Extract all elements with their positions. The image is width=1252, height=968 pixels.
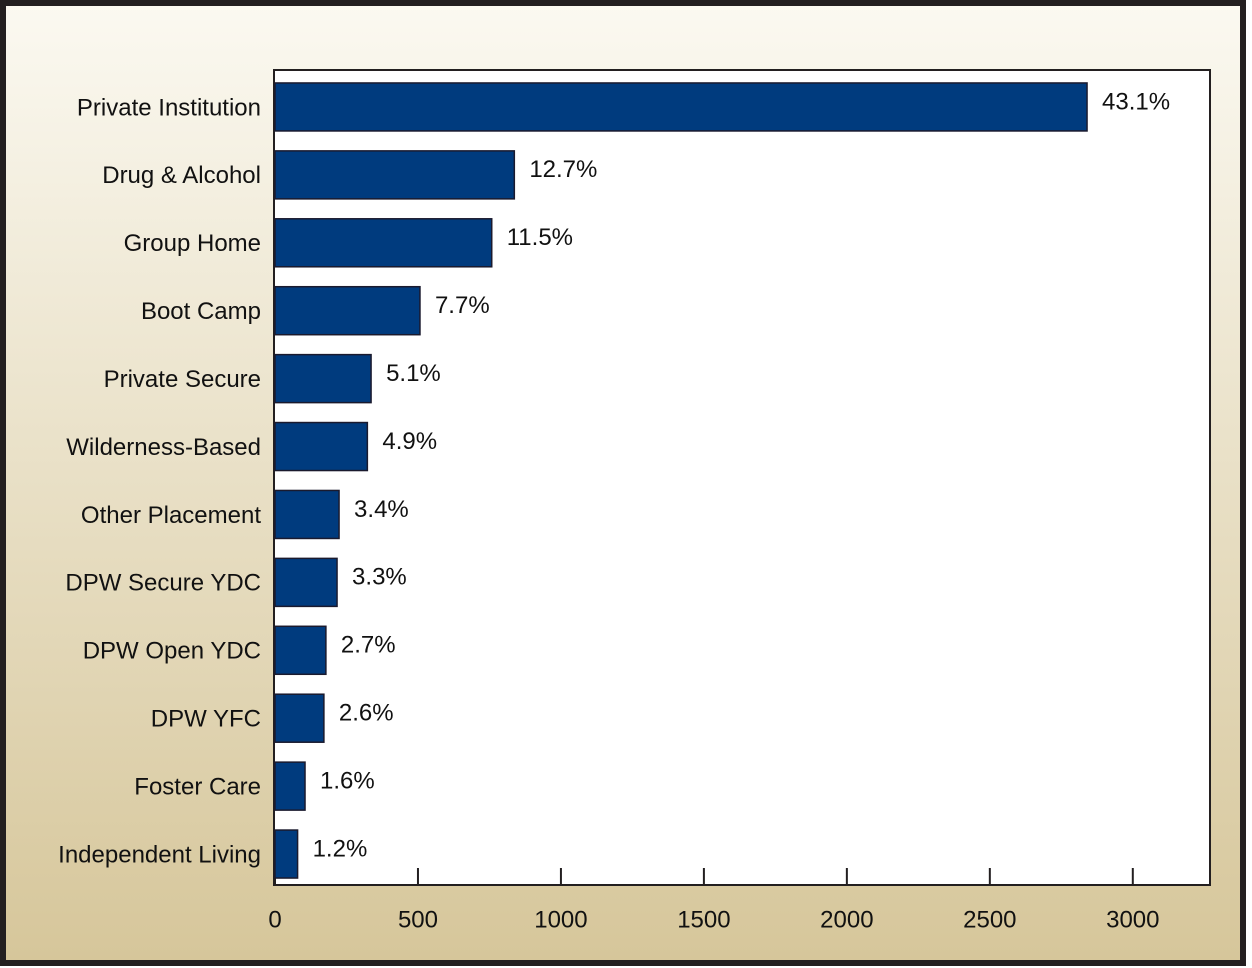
data-label: 5.1% [386, 360, 441, 387]
y-tick-label: Independent Living [58, 841, 261, 868]
data-label: 7.7% [435, 292, 490, 319]
bar [274, 82, 1088, 132]
y-tick-label: Wilderness-Based [66, 434, 261, 461]
bar [274, 150, 516, 200]
data-label: 2.7% [341, 632, 396, 659]
bar [274, 625, 327, 676]
bar [274, 829, 299, 879]
data-label: 3.4% [354, 496, 409, 523]
y-tick-label: DPW Secure YDC [65, 570, 261, 597]
bar [274, 489, 340, 540]
data-label: 1.2% [313, 835, 368, 862]
x-tick-label: 2000 [820, 906, 873, 933]
bar [274, 353, 372, 404]
y-tick-label: DPW YFC [151, 706, 261, 733]
y-tick-label: Group Home [124, 230, 261, 257]
x-tick-label: 0 [268, 906, 281, 933]
y-tick-label: Boot Camp [141, 298, 261, 325]
data-label: 2.6% [339, 700, 394, 727]
bar [274, 218, 493, 268]
y-tick-label: DPW Open YDC [83, 638, 261, 665]
bar [274, 421, 369, 472]
plot-area [273, 69, 1211, 886]
x-tick-label: 500 [398, 906, 438, 933]
bar [274, 761, 306, 811]
data-label: 3.3% [352, 564, 407, 591]
data-label: 4.9% [382, 428, 437, 455]
data-label: 1.6% [320, 767, 375, 794]
x-tick-label: 2500 [963, 906, 1016, 933]
bar [274, 557, 338, 608]
x-tick-label: 1000 [534, 906, 587, 933]
y-tick-label: Other Placement [81, 502, 261, 529]
data-label: 43.1% [1102, 88, 1170, 115]
y-tick-label: Drug & Alcohol [102, 162, 261, 189]
bar [274, 693, 325, 743]
y-tick-label: Foster Care [134, 773, 261, 800]
x-tick-label: 3000 [1106, 906, 1159, 933]
data-label: 11.5% [507, 224, 573, 251]
data-label: 12.7% [529, 156, 597, 183]
bar [274, 285, 421, 336]
x-tick-label: 1500 [677, 906, 730, 933]
y-tick-label: Private Secure [104, 366, 261, 393]
y-tick-label: Private Institution [77, 94, 261, 121]
